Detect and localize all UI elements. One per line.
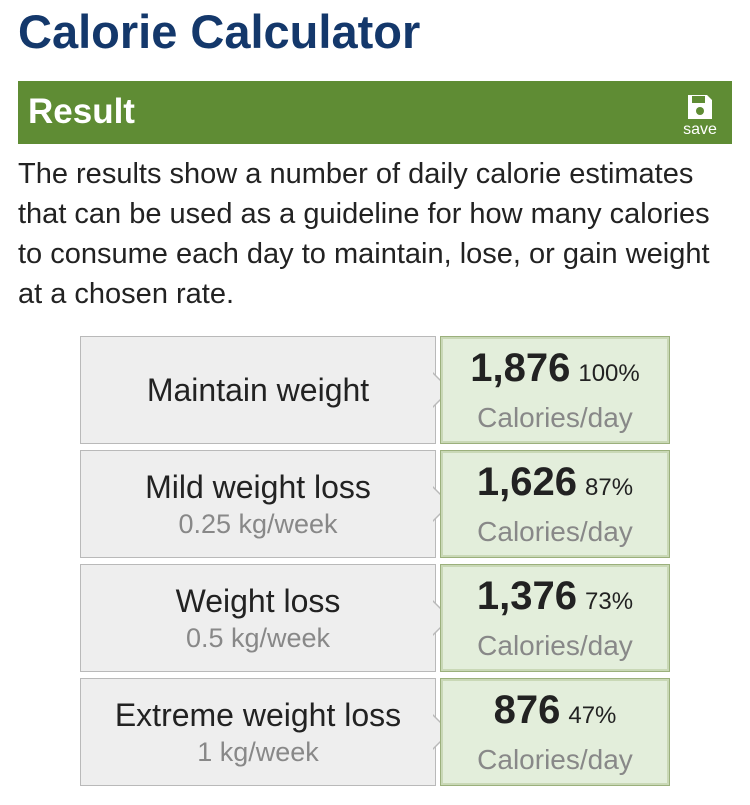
row-rate: 0.5 kg/week: [185, 623, 331, 653]
result-description: The results show a number of daily calor…: [18, 158, 710, 310]
result-row-mild-weight-loss: Mild weight loss 0.25 kg/week 1,626 87% C…: [80, 450, 672, 558]
row-value-cell: 1,626 87% Calories/day: [440, 450, 670, 558]
row-label: Mild weight loss: [145, 469, 371, 505]
row-value-cell: 876 47% Calories/day: [440, 678, 670, 786]
calorie-unit: Calories/day: [477, 743, 633, 775]
save-label: save: [683, 121, 717, 138]
row-label-cell: Mild weight loss 0.25 kg/week: [80, 450, 436, 558]
result-header: Result save: [18, 81, 732, 144]
row-value-cell: 1,376 73% Calories/day: [440, 564, 670, 672]
calorie-unit: Calories/day: [477, 515, 633, 547]
row-label: Weight loss: [175, 583, 341, 619]
calorie-value: 876: [493, 687, 561, 732]
result-row-extreme-weight-loss: Extreme weight loss 1 kg/week 876 47% Cal…: [80, 678, 672, 786]
result-title: Result: [28, 92, 135, 131]
calorie-unit: Calories/day: [477, 401, 633, 433]
row-label-cell: Maintain weight: [80, 336, 436, 444]
row-rate: 1 kg/week: [197, 737, 319, 767]
page-title: Calorie Calculator: [18, 5, 421, 58]
floppy-disk-icon: [688, 95, 712, 119]
calorie-value: 1,376: [476, 573, 578, 618]
calorie-unit: Calories/day: [477, 629, 633, 661]
calorie-value: 1,876: [470, 345, 571, 390]
row-value-cell: 1,876 100% Calories/day: [440, 336, 670, 444]
calorie-percent: 87%: [585, 473, 634, 501]
result-row-weight-loss: Weight loss 0.5 kg/week 1,376 73% Calorie…: [80, 564, 672, 672]
calorie-percent: 100%: [578, 359, 640, 387]
row-label-cell: Weight loss 0.5 kg/week: [80, 564, 436, 672]
calorie-percent: 73%: [585, 587, 634, 615]
calorie-value: 1,626: [476, 459, 578, 504]
row-label: Maintain weight: [146, 372, 370, 408]
save-button[interactable]: save: [678, 93, 722, 139]
row-label: Extreme weight loss: [114, 697, 402, 733]
result-row-maintain-weight: Maintain weight 1,876 100% Calories/day: [80, 336, 672, 444]
row-rate: 0.25 kg/week: [178, 509, 338, 539]
calorie-percent: 47%: [568, 701, 617, 729]
results-table: Maintain weight 1,876 100% Calories/day M…: [80, 336, 672, 792]
row-label-cell: Extreme weight loss 1 kg/week: [80, 678, 436, 786]
